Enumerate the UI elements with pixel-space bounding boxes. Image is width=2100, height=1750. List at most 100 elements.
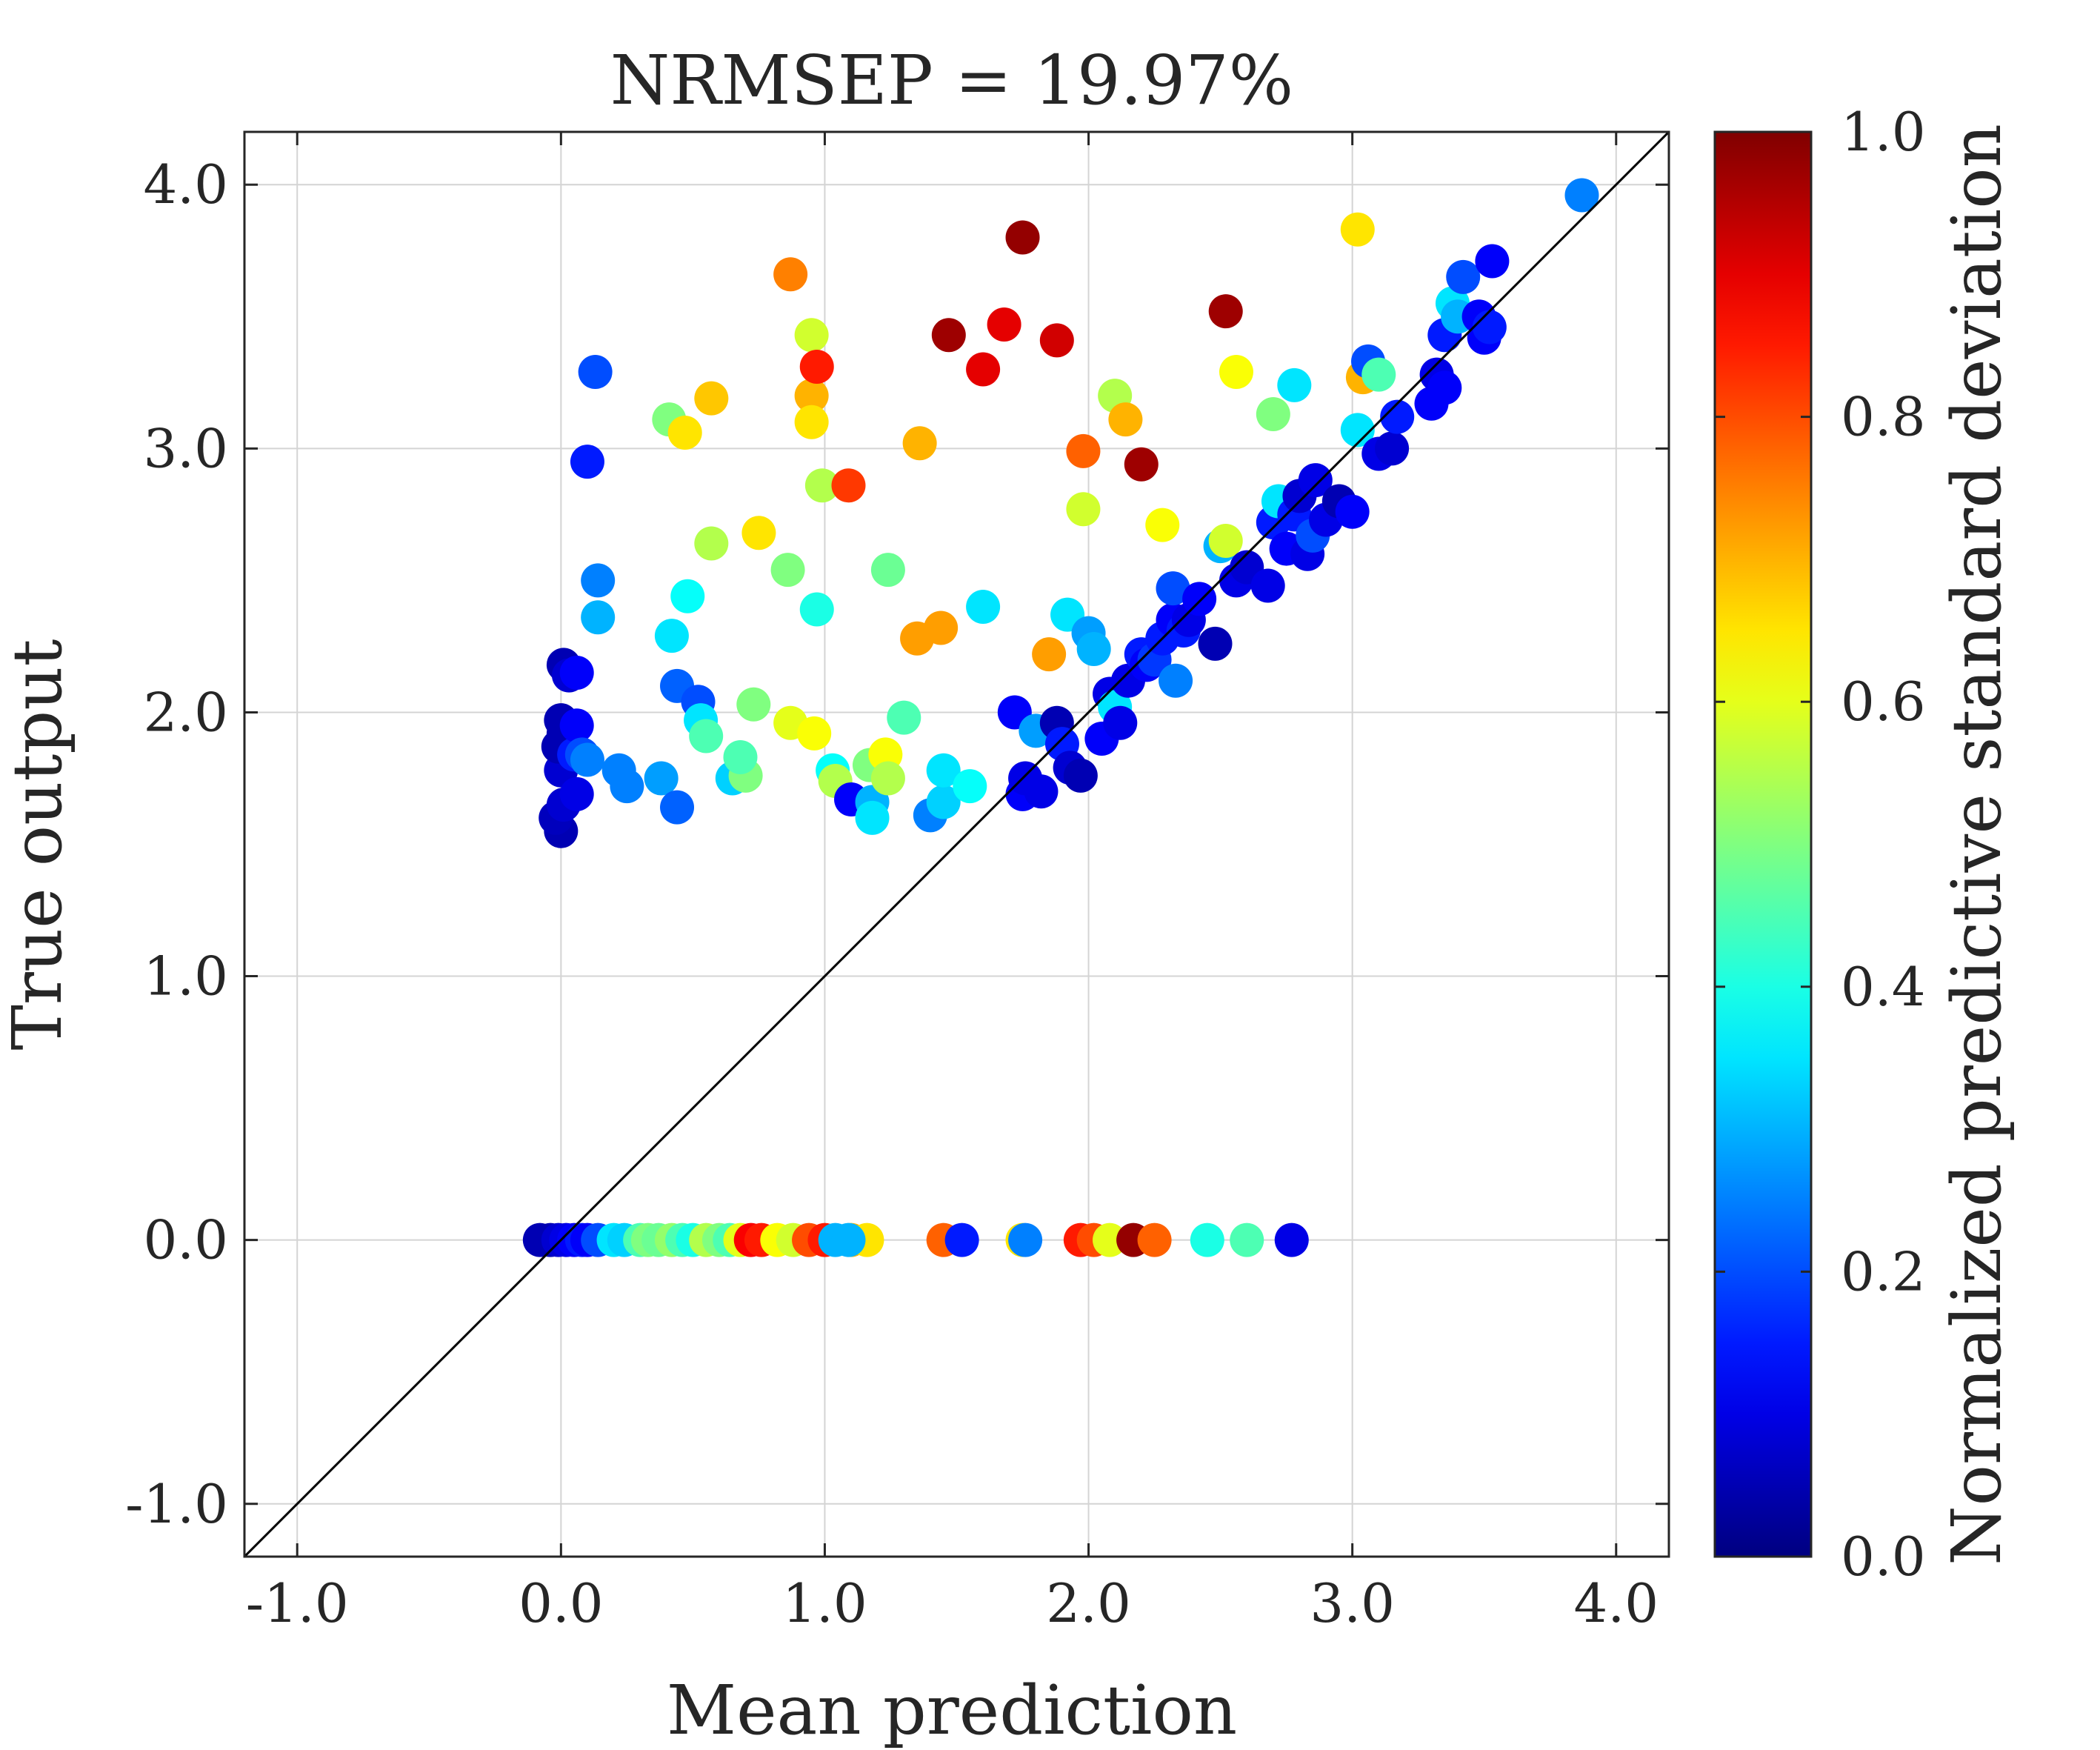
data-point (870, 761, 905, 796)
data-point (1219, 355, 1253, 390)
data-point (1063, 758, 1098, 793)
x-axis-label: Mean prediction (667, 1671, 1237, 1750)
data-point (670, 579, 705, 613)
colorbar-tick-label: 0.8 (1841, 386, 1926, 448)
data-point (1190, 1222, 1224, 1257)
data-point (1137, 1222, 1172, 1257)
data-point (966, 590, 1001, 624)
data-point (931, 318, 966, 353)
data-point (610, 769, 644, 804)
data-point (770, 553, 805, 588)
data-point (581, 600, 616, 635)
data-point (1198, 626, 1233, 661)
data-point (966, 352, 1001, 387)
data-point (1277, 367, 1312, 402)
data-point (1108, 402, 1143, 437)
y-tick-label: 0.0 (143, 1209, 228, 1271)
data-point (1156, 571, 1190, 606)
data-point (559, 708, 594, 743)
data-point (667, 415, 702, 450)
data-point (1024, 774, 1059, 809)
data-point (570, 742, 604, 777)
data-point (1005, 220, 1040, 255)
data-point (1335, 494, 1370, 529)
colorbar-label: Normalized predictive standard deviation (1937, 124, 2016, 1566)
data-point (694, 381, 729, 416)
data-point (794, 405, 829, 439)
plot-frame (243, 130, 1670, 1558)
data-point (831, 468, 866, 503)
chart-title: NRMSEP = 19.97% (610, 41, 1293, 120)
identity-line (244, 132, 1669, 1557)
x-tick-label: 4.0 (1574, 1572, 1659, 1634)
axes: -1.0 0.0 1.0 2.0 3.0 4.0 -1.0 0.0 1.0 2.0 3.0 4.0 (125, 130, 1670, 1634)
data-point (799, 349, 834, 384)
data-point (831, 1222, 866, 1257)
data-point (926, 785, 961, 819)
data-point (1208, 294, 1243, 329)
x-tick-label: 2.0 (1046, 1572, 1131, 1634)
data-point (1472, 310, 1507, 345)
data-point (1298, 463, 1333, 498)
x-tick-label: -1.0 (246, 1572, 349, 1634)
data-point (1564, 178, 1599, 213)
y-tick-label: 4.0 (143, 153, 228, 216)
x-tick-label: 3.0 (1310, 1572, 1395, 1634)
data-point (926, 753, 961, 788)
data-point (578, 355, 613, 390)
y-tick-label: 2.0 (143, 681, 228, 743)
data-point (660, 790, 695, 825)
data-point (741, 516, 776, 550)
data-point (944, 1222, 979, 1257)
data-point (1427, 370, 1462, 405)
colorbar-fill (1715, 132, 1811, 1557)
colorbar-tick-label: 0.4 (1841, 956, 1926, 1018)
data-point (1208, 523, 1243, 558)
data-point (794, 318, 829, 353)
y-axis-label: True output (0, 639, 77, 1050)
data-points (522, 178, 1599, 1257)
colorbar-tick-label: 0.6 (1841, 671, 1926, 733)
data-point (1274, 1222, 1309, 1257)
data-point (1340, 413, 1375, 448)
data-point (1380, 399, 1415, 434)
data-point (559, 656, 594, 691)
colorbar: 0.0 0.2 0.4 0.6 0.8 1.0 (1713, 101, 1926, 1588)
data-point (924, 610, 959, 645)
data-point (689, 719, 724, 753)
data-point (723, 739, 758, 774)
y-tick-label: 3.0 (143, 417, 228, 479)
data-point (799, 592, 834, 627)
data-point (581, 563, 616, 598)
data-point (694, 526, 729, 561)
data-point (644, 761, 679, 796)
data-point (902, 426, 937, 461)
data-point (1230, 1222, 1264, 1257)
data-point (736, 687, 771, 722)
data-point (1145, 508, 1180, 542)
y-tick-label: 1.0 (143, 945, 228, 1008)
data-point (1008, 1222, 1043, 1257)
data-point (1076, 631, 1111, 666)
colorbar-frame (1713, 130, 1813, 1558)
data-point (570, 445, 604, 479)
data-point (1039, 323, 1074, 358)
data-point (1361, 357, 1396, 392)
data-point (1066, 433, 1101, 468)
x-tick-label: 0.0 (519, 1572, 604, 1634)
x-tick-label: 1.0 (782, 1572, 867, 1634)
data-point (1340, 212, 1375, 247)
data-point (1093, 1222, 1127, 1257)
data-point (1159, 663, 1193, 698)
colorbar-tick-label: 0.2 (1841, 1240, 1926, 1302)
data-point (1475, 244, 1510, 279)
data-point (654, 619, 689, 653)
data-point (870, 553, 905, 588)
data-point (1103, 705, 1138, 740)
data-point (794, 379, 829, 413)
colorbar-tick-label: 1.0 (1841, 101, 1926, 163)
data-point (1032, 637, 1067, 672)
data-point (1256, 397, 1290, 432)
data-point (804, 468, 839, 503)
